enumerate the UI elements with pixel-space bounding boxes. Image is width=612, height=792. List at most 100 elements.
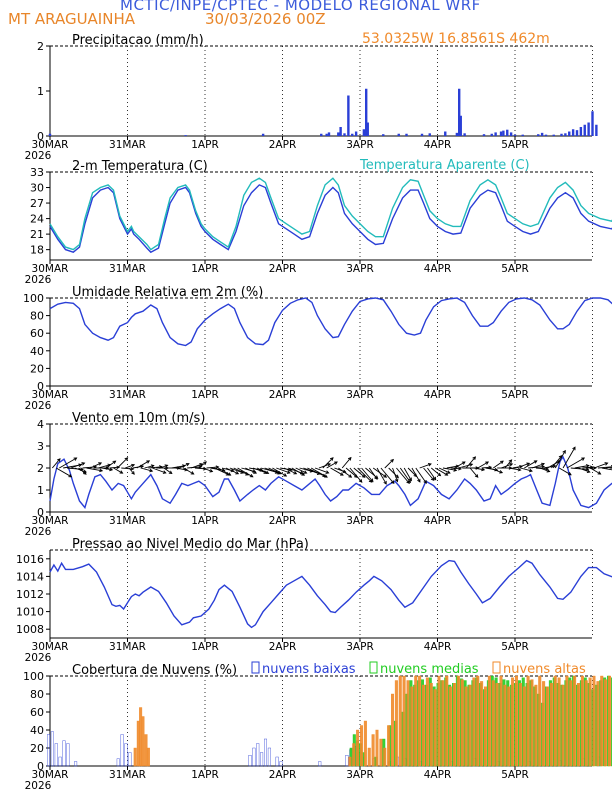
cloud-bar [600, 675, 604, 767]
precip-bar [521, 134, 524, 136]
wind-vector-head [526, 462, 531, 466]
x-tick-label: 4APR [424, 263, 452, 275]
wind-vector-head [469, 463, 474, 467]
wind-vector-head [78, 463, 83, 468]
wind-vector-head [581, 457, 585, 461]
cloud-bar [484, 686, 488, 767]
cloud-bar [406, 680, 410, 767]
wind-vector-head [130, 467, 135, 471]
x-tick-label: 4APR [424, 139, 452, 151]
wind-vector [609, 467, 612, 469]
precip-bar [362, 129, 366, 136]
x-tick-label: 1APR [191, 515, 219, 527]
wind-vector [310, 467, 328, 478]
wind-vector [163, 467, 173, 474]
cloud-bar [468, 684, 472, 767]
x-tick-label: 3APR [346, 515, 374, 527]
wind-vector-head [572, 446, 576, 451]
y-tick-label: 4 [37, 418, 44, 431]
wind-vector [82, 466, 97, 469]
year-label: 2026 [25, 652, 52, 664]
y-tick-label: 27 [30, 197, 44, 210]
cloud-bar [260, 752, 264, 767]
series-line [49, 177, 612, 251]
wind-vector [562, 446, 576, 469]
panel-rh [46, 297, 612, 390]
x-tick-label: 30MAR [32, 641, 69, 653]
y-tick-label: 1016 [16, 553, 44, 566]
cloud-bar [425, 677, 429, 767]
cloud-bar [526, 675, 530, 767]
legend-high-label: nuvens altas [503, 662, 586, 677]
x-tick-label: 4APR [424, 515, 452, 527]
y-tick-label: 1008 [16, 623, 44, 636]
y-tick-label: 21 [30, 228, 44, 241]
x-tick-label: 2APR [269, 389, 297, 401]
wind-vector [136, 460, 150, 469]
y-tick-label: 24 [30, 213, 44, 226]
series-line [49, 455, 612, 510]
wind-vector-head [437, 472, 442, 477]
cloud-bar [480, 681, 484, 767]
wind-vector-head [417, 478, 421, 483]
wind-vector [434, 467, 448, 476]
wind-vector-head [562, 449, 566, 454]
wind-vector-head [395, 474, 399, 479]
cloud-bar [503, 684, 507, 767]
cloud-bar [116, 758, 120, 767]
wind-vector-head [83, 471, 87, 475]
wind-vector-head [517, 467, 522, 472]
cloud-bar [538, 675, 542, 767]
cloud-bar [360, 725, 364, 767]
wind-vector-head [374, 476, 378, 480]
y-tick-label: 1 [37, 85, 44, 98]
cloud-bar [561, 684, 565, 767]
cloud-bar [445, 675, 449, 767]
precip-bar [571, 129, 575, 136]
y-tick-label: 80 [30, 688, 44, 701]
wind-vector-head [303, 470, 308, 474]
wind-vector-head [485, 461, 490, 465]
series-line [49, 297, 612, 347]
cloud-bar [379, 738, 383, 767]
wind-vector [392, 467, 398, 482]
precip-bar [327, 132, 331, 136]
y-tick-label: 0 [37, 380, 44, 393]
wind-vector [175, 467, 188, 471]
wind-vector-head [348, 474, 353, 478]
wind-vector-head [168, 470, 173, 475]
cloud-bar [499, 675, 503, 767]
legend-mid-label: nuvens medias [380, 662, 479, 677]
wind-vector-head [423, 480, 427, 484]
y-tick-label: 0 [37, 506, 44, 519]
precip-bar [325, 133, 328, 136]
precip-bar [420, 133, 424, 136]
x-tick-label: 5APR [501, 515, 529, 527]
cloud-bar [534, 684, 538, 767]
wind-vector-head [546, 469, 551, 473]
precip-bar [343, 133, 346, 136]
precip-bar [509, 132, 513, 136]
panel-title: Cobertura de Nuvens (%) [72, 663, 237, 678]
precip-bar [48, 133, 52, 136]
wind-vector-head [227, 472, 232, 476]
wind-vector-head [203, 461, 207, 465]
wind-vector-head [339, 472, 344, 476]
wind-vector [206, 466, 219, 469]
precip-bar [458, 88, 461, 136]
wind-vector [531, 463, 545, 469]
x-tick-label: 5APR [501, 769, 529, 781]
wind-vector [128, 467, 135, 475]
wind-vector [558, 467, 572, 476]
wind-vector [225, 467, 239, 475]
cloud-bar [363, 720, 367, 767]
cloud-bar [375, 729, 379, 767]
wind-vector-head [124, 457, 129, 461]
wind-vector [190, 463, 203, 469]
wind-vector [508, 467, 521, 471]
wind-vector [458, 463, 473, 469]
legend-low-label: nuvens baixas [262, 662, 356, 677]
wind-vector [353, 467, 366, 478]
precip-bar [544, 134, 548, 136]
